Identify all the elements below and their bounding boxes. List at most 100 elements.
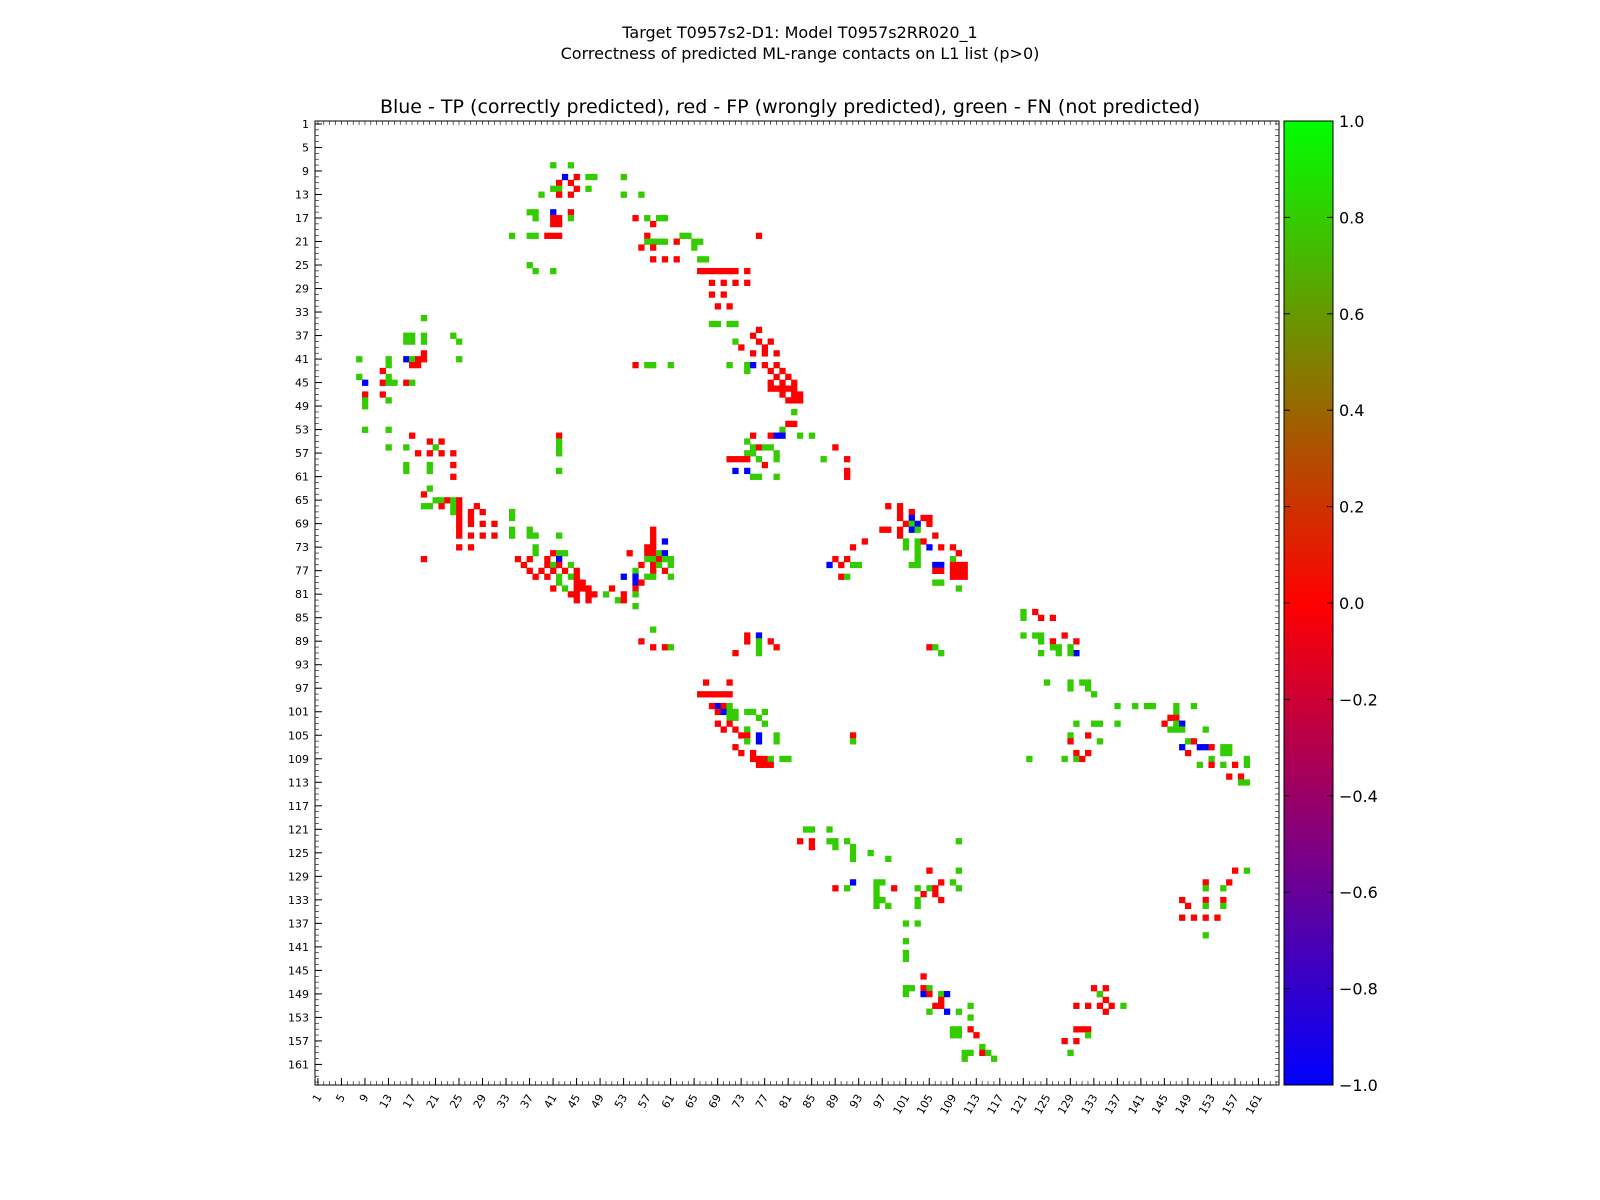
- x-tick-label: 65: [682, 1092, 700, 1111]
- fp-cell: [720, 267, 727, 275]
- fp-cell: [561, 567, 569, 575]
- x-tick-label: 33: [494, 1092, 512, 1111]
- y-tick-label: 157: [288, 1035, 309, 1048]
- fn-cell: [732, 708, 739, 716]
- fp-cell: [849, 544, 857, 551]
- fp-cell: [844, 456, 851, 463]
- fn-cell: [567, 162, 575, 169]
- fn-cell: [432, 444, 439, 451]
- fp-cell: [697, 691, 704, 698]
- fp-cell: [961, 561, 968, 569]
- fn-cell: [926, 885, 933, 892]
- fp-cell: [567, 209, 575, 216]
- y-tick-label: 37: [295, 330, 309, 343]
- fp-cell: [767, 638, 774, 645]
- fp-cell: [550, 567, 557, 575]
- fn-cell: [691, 238, 698, 245]
- fp-cell: [861, 538, 868, 545]
- x-tick-label: 45: [565, 1092, 583, 1111]
- x-tick-label: 85: [800, 1092, 818, 1111]
- x-tick-label: 129: [1055, 1092, 1077, 1117]
- fp-cell: [479, 532, 486, 539]
- fn-cell: [908, 985, 915, 992]
- fp-cell: [1073, 638, 1080, 645]
- fp-cell: [567, 191, 575, 198]
- fn-cell: [849, 738, 857, 745]
- fn-cell: [914, 920, 921, 927]
- fp-cell: [708, 291, 716, 298]
- fn-cell: [556, 438, 563, 445]
- tp-cell: [714, 702, 721, 710]
- y-tick-label: 53: [295, 424, 309, 437]
- fn-cell: [550, 267, 557, 275]
- fn-cell: [585, 185, 592, 192]
- fp-cell: [1220, 896, 1227, 904]
- fn-cell: [385, 356, 392, 363]
- fp-cell: [926, 867, 933, 874]
- fp-cell: [1208, 744, 1215, 751]
- fn-cell: [1243, 779, 1251, 786]
- fp-cell: [779, 391, 786, 398]
- tp-cell: [1179, 744, 1186, 751]
- fp-cell: [632, 215, 639, 222]
- fn-cell: [403, 444, 410, 451]
- fn-cell: [508, 532, 516, 539]
- fp-cell: [744, 279, 751, 286]
- y-tick-label: 133: [288, 894, 309, 907]
- fn-cell: [450, 508, 457, 516]
- fp-cell: [456, 544, 463, 551]
- fp-cell: [808, 838, 816, 845]
- fn-cell: [914, 902, 921, 910]
- fn-cell: [749, 473, 757, 480]
- fp-cell: [949, 561, 957, 569]
- fn-cell: [702, 256, 710, 263]
- fp-cell: [650, 538, 657, 545]
- fn-cell: [1243, 755, 1251, 763]
- fn-cell: [902, 955, 910, 962]
- fn-cell: [655, 561, 663, 569]
- fn-cell: [826, 838, 833, 845]
- x-tick-label: 133: [1079, 1092, 1101, 1117]
- fp-cell: [438, 438, 445, 445]
- fp-cell: [744, 632, 751, 639]
- fn-cell: [420, 503, 428, 510]
- fn-cell: [761, 444, 769, 451]
- fp-cell: [720, 291, 727, 298]
- fp-cell: [732, 726, 739, 733]
- colorbar-tick-label: 0.0: [1339, 594, 1364, 613]
- fn-cell: [732, 714, 739, 721]
- fn-cell: [456, 356, 463, 363]
- fn-cell: [1184, 738, 1192, 745]
- colorbar-tick-label: −0.8: [1339, 980, 1378, 999]
- fp-cell: [1049, 638, 1057, 645]
- fn-cell: [450, 332, 457, 339]
- fp-cell: [1179, 914, 1186, 921]
- fp-cell: [949, 544, 957, 551]
- fn-cell: [744, 367, 751, 375]
- fp-cell: [726, 679, 733, 686]
- tp-cell: [914, 520, 921, 527]
- fn-cell: [356, 373, 363, 381]
- fn-cell: [409, 356, 416, 363]
- fn-cell: [1090, 691, 1098, 698]
- fp-cell: [1190, 914, 1198, 921]
- fp-cell: [1073, 1026, 1080, 1033]
- fn-cell: [926, 985, 933, 992]
- fp-cell: [773, 373, 780, 381]
- x-tick-label: 29: [471, 1092, 489, 1111]
- fn-cell: [755, 714, 763, 721]
- fn-cell: [767, 444, 774, 451]
- fp-cell: [891, 885, 898, 892]
- x-tick-label: 97: [871, 1092, 889, 1111]
- fp-cell: [938, 996, 945, 1004]
- fn-cell: [885, 902, 892, 910]
- fp-cell: [456, 532, 463, 539]
- fp-cell: [714, 303, 721, 310]
- fp-cell: [573, 185, 580, 192]
- fp-cell: [1226, 773, 1233, 780]
- fn-cell: [1020, 632, 1027, 639]
- fn-cell: [1067, 732, 1074, 739]
- fp-cell: [949, 567, 957, 575]
- fn-cell: [644, 573, 651, 580]
- fp-cell: [773, 350, 780, 357]
